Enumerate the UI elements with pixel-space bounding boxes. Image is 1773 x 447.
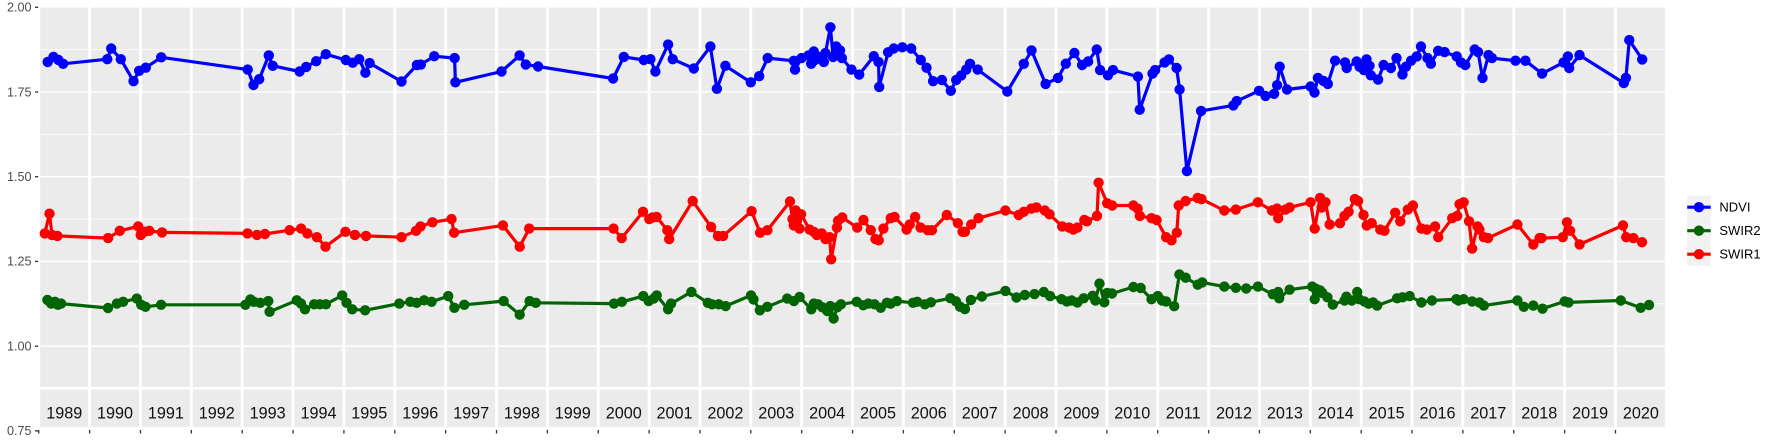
svg-text:1998: 1998 xyxy=(504,405,540,423)
svg-text:1999: 1999 xyxy=(555,405,591,423)
svg-text:2010: 2010 xyxy=(1114,405,1150,423)
svg-text:2002: 2002 xyxy=(707,405,743,423)
svg-text:1991: 1991 xyxy=(148,405,184,423)
svg-text:2005: 2005 xyxy=(860,405,896,423)
svg-text:SWIR2: SWIR2 xyxy=(1719,223,1760,238)
svg-text:1992: 1992 xyxy=(199,405,235,423)
svg-text:1996: 1996 xyxy=(402,405,438,423)
svg-text:1995: 1995 xyxy=(351,405,387,423)
svg-text:1.00: 1.00 xyxy=(7,340,32,354)
svg-text:1.75: 1.75 xyxy=(7,85,32,99)
svg-text:SWIR1: SWIR1 xyxy=(1719,247,1760,262)
svg-text:1.25: 1.25 xyxy=(7,255,32,269)
svg-text:2009: 2009 xyxy=(1063,405,1099,423)
svg-text:2015: 2015 xyxy=(1369,405,1405,423)
svg-text:2001: 2001 xyxy=(656,405,692,423)
svg-text:2011: 2011 xyxy=(1166,405,1201,423)
svg-text:2014: 2014 xyxy=(1318,405,1354,423)
svg-text:0.75: 0.75 xyxy=(7,424,32,438)
svg-text:1.50: 1.50 xyxy=(7,170,32,184)
svg-text:1993: 1993 xyxy=(250,405,286,423)
svg-text:2000: 2000 xyxy=(606,405,642,423)
svg-text:2003: 2003 xyxy=(758,405,794,423)
svg-text:1989: 1989 xyxy=(46,405,82,423)
svg-text:2.00: 2.00 xyxy=(7,1,32,15)
svg-text:2007: 2007 xyxy=(962,405,998,423)
svg-text:2016: 2016 xyxy=(1419,405,1455,423)
svg-text:NDVI: NDVI xyxy=(1719,200,1750,215)
svg-text:2018: 2018 xyxy=(1521,405,1557,423)
svg-text:1994: 1994 xyxy=(300,405,336,423)
svg-text:2013: 2013 xyxy=(1267,405,1303,423)
svg-text:2019: 2019 xyxy=(1572,405,1608,423)
svg-text:1990: 1990 xyxy=(97,405,133,423)
svg-text:2008: 2008 xyxy=(1013,405,1049,423)
svg-text:2020: 2020 xyxy=(1623,405,1659,423)
svg-text:2004: 2004 xyxy=(809,405,845,423)
svg-text:1997: 1997 xyxy=(453,405,489,423)
svg-text:2006: 2006 xyxy=(911,405,947,423)
svg-text:2017: 2017 xyxy=(1470,405,1506,423)
svg-text:2012: 2012 xyxy=(1216,405,1252,423)
